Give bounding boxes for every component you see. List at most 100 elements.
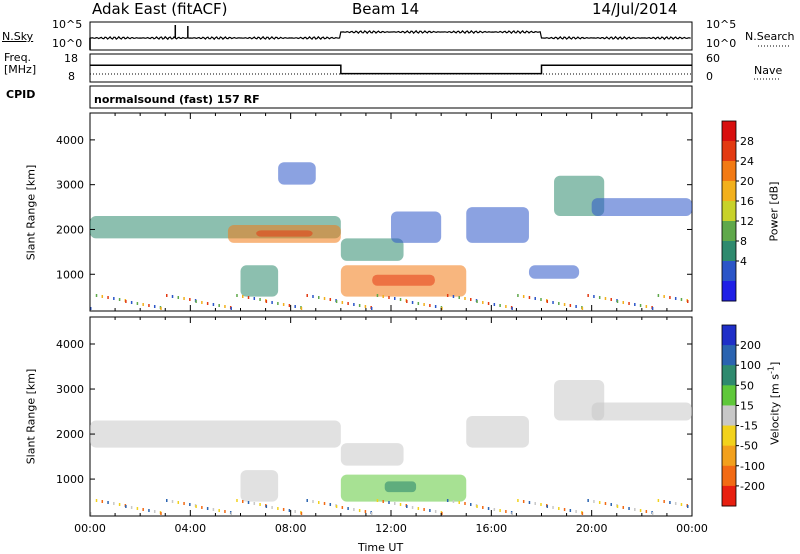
power-ground-scatter	[493, 303, 496, 306]
nave-label: Nave	[754, 64, 783, 77]
power-ground-scatter	[265, 300, 268, 303]
velocity-ground-scatter	[528, 501, 531, 504]
power-ground-scatter	[166, 294, 168, 297]
velocity-echo-region	[466, 416, 529, 448]
velocity-ground-scatter	[669, 501, 671, 504]
power-ground-scatter	[446, 294, 449, 297]
power-ground-scatter	[183, 297, 185, 300]
velocity-echo-region	[340, 443, 404, 466]
velocity-ground-scatter	[382, 500, 384, 503]
velocity-ground-scatter	[493, 508, 496, 511]
power-colorbar-tick-label: 4	[740, 255, 747, 268]
velocity-ground-scatter	[153, 510, 156, 513]
power-ground-scatter	[423, 303, 425, 306]
freq-tick-top: 18	[64, 52, 78, 65]
velocity-ground-scatter	[540, 503, 542, 506]
velocity-ground-scatter	[563, 508, 566, 511]
velocity-ground-scatter	[236, 499, 238, 502]
velocity-ground-scatter	[429, 509, 431, 512]
power-ground-scatter	[195, 300, 197, 303]
power-ground-scatter	[663, 295, 665, 298]
power-ground-scatter	[593, 295, 595, 298]
power-ground-scatter	[288, 304, 291, 307]
velocity-ground-scatter	[434, 510, 437, 513]
velocity-ground-scatter	[253, 502, 256, 505]
velocity-colorbar-tick-label: 100	[740, 359, 761, 372]
velocity-colorbar-tick-label: -100	[740, 460, 765, 473]
velocity-ground-scatter	[417, 507, 420, 510]
power-ground-scatter	[153, 305, 156, 308]
power-ground-scatter	[634, 303, 636, 306]
power-ground-scatter	[177, 296, 180, 299]
power-ground-scatter	[171, 295, 174, 298]
power-ground-scatter	[206, 302, 209, 305]
power-ground-scatter	[335, 300, 338, 303]
velocity-ground-scatter	[183, 502, 185, 505]
velocity-colorbar-frame	[721, 324, 737, 507]
power-ground-scatter	[657, 294, 660, 297]
power-ground-scatter	[406, 300, 408, 303]
velocity-colorbar-tick-label: -50	[740, 440, 758, 453]
power-ytick-label: 1000	[56, 268, 84, 281]
velocity-ground-scatter	[364, 510, 367, 513]
power-colorbar-tick-label: 12	[740, 215, 754, 228]
power-echo-region	[591, 198, 692, 217]
power-ground-scatter	[230, 307, 232, 310]
velocity-ground-scatter	[674, 502, 677, 505]
power-echo-region	[240, 265, 279, 297]
power-ground-scatter	[247, 296, 250, 299]
freq-label-line2: [MHz]	[4, 63, 37, 76]
power-colorbar-segment	[722, 221, 736, 242]
velocity-colorbar-segment	[722, 365, 736, 386]
freq-label-line1: Freq.	[4, 51, 32, 64]
velocity-ground-scatter	[394, 502, 396, 505]
velocity-colorbar-segment	[722, 485, 736, 507]
power-ground-scatter	[364, 305, 367, 308]
velocity-ground-scatter	[259, 503, 261, 506]
power-ground-scatter	[417, 302, 420, 305]
velocity-ground-scatter	[329, 503, 332, 506]
power-ground-scatter	[347, 302, 349, 305]
velocity-ground-scatter	[171, 500, 174, 503]
power-ground-scatter	[628, 302, 630, 305]
power-ground-scatter	[522, 295, 525, 298]
power-colorbar-tick-label: 20	[740, 175, 754, 188]
power-ground-scatter	[341, 301, 344, 304]
power-ground-scatter	[458, 296, 460, 299]
power-ground-scatter	[142, 303, 144, 306]
velocity-ground-scatter	[370, 512, 373, 515]
velocity-colorbar-segment	[722, 405, 736, 427]
velocity-ground-scatter	[300, 512, 303, 515]
power-colorbar-segment	[722, 161, 736, 182]
power-ground-scatter	[540, 298, 542, 301]
power-ground-scatter	[452, 295, 455, 298]
power-ground-scatter	[616, 300, 619, 303]
power-ground-scatter	[130, 301, 133, 304]
power-ytick-label: 2000	[56, 223, 84, 236]
power-ground-scatter	[271, 301, 273, 304]
power-ground-scatter	[680, 298, 683, 301]
power-colorbar-tick-label: 28	[740, 135, 754, 148]
power-ground-scatter	[546, 300, 549, 303]
power-colorbar-segment	[722, 121, 736, 142]
velocity-ground-scatter	[446, 499, 449, 502]
power-echo-core	[256, 230, 313, 237]
power-ground-scatter	[218, 304, 220, 307]
velocity-ground-scatter	[505, 510, 507, 513]
velocity-colorbar-tick-label: 50	[740, 379, 754, 392]
velocity-ground-scatter	[118, 503, 121, 506]
noise-right-label: N.Search	[745, 30, 795, 43]
velocity-ground-scatter	[534, 502, 536, 505]
velocity-ground-scatter	[271, 506, 273, 509]
power-ground-scatter	[101, 295, 104, 298]
power-ground-scatter	[464, 297, 466, 300]
noise-trace	[89, 29, 691, 49]
velocity-ground-scatter	[323, 502, 326, 505]
power-colorbar-tick-label: 8	[740, 235, 747, 248]
velocity-colorbar-segment	[722, 345, 736, 366]
freq-tick-bottom: 8	[68, 70, 75, 83]
power-ytick-label: 3000	[56, 179, 84, 192]
velocity-colorbar-segment	[722, 385, 736, 406]
xtick-label: 16:00	[475, 522, 507, 535]
xaxis-label: Time UT	[358, 541, 404, 554]
